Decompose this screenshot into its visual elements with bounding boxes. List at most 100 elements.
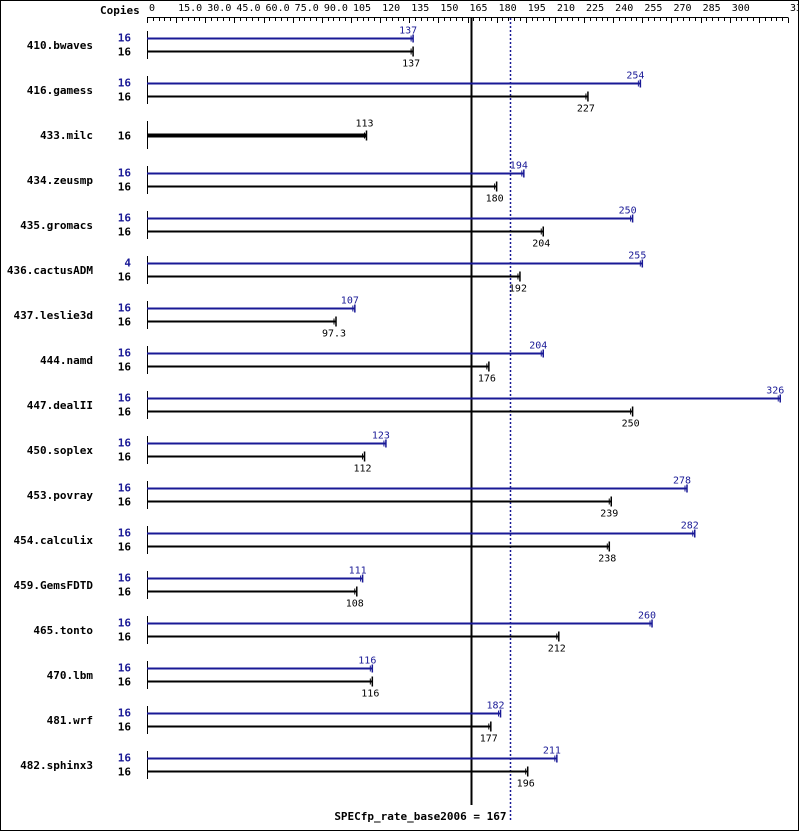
base-value-label: 192	[509, 284, 527, 295]
peak-value-label: 326	[766, 386, 784, 397]
base-value-label: 137	[402, 59, 420, 70]
x-tick-label: 210	[557, 3, 575, 14]
benchmark-label: 437.leslie3d	[14, 309, 93, 322]
benchmark-label: 434.zeusmp	[27, 174, 94, 187]
base-copies: 16	[118, 361, 132, 374]
x-tick-label: 120	[382, 3, 400, 14]
base-value-label: 97.3	[322, 329, 346, 340]
peak-copies: 16	[118, 617, 132, 630]
peak-copies: 16	[118, 392, 132, 405]
peak-value-label: 194	[510, 161, 528, 172]
peak-copies: 16	[118, 302, 132, 315]
x-tick-label: 150	[440, 3, 458, 14]
benchmark-label: 481.wrf	[47, 714, 93, 727]
benchmark-rows: 410.bwaves 16 137 16 137 416.gamess 16 254 16 227…	[7, 26, 784, 790]
benchmark-row: 447.dealII 16 326 16 250	[27, 386, 784, 430]
base-value-label: 108	[346, 599, 364, 610]
benchmark-row: 433.milc 16 113	[40, 119, 374, 149]
peak-value-label: 123	[372, 431, 390, 442]
benchmark-label: 453.povray	[27, 489, 94, 502]
peak-value-label: 211	[543, 746, 561, 757]
peak-copies: 16	[118, 527, 132, 540]
peak-value-label: 282	[681, 521, 699, 532]
peak-value-label: 107	[341, 296, 359, 307]
x-tick-label: 270	[673, 3, 691, 14]
benchmark-label: 435.gromacs	[20, 219, 93, 232]
peak-copies: 16	[118, 437, 132, 450]
benchmark-row: 481.wrf 16 182 16 177	[47, 701, 505, 745]
peak-copies: 16	[118, 707, 132, 720]
peak-value-label: 204	[529, 341, 547, 352]
base-value-label: 212	[548, 644, 566, 655]
benchmark-row: 410.bwaves 16 137 16 137	[27, 26, 420, 70]
benchmark-label: 416.gamess	[27, 84, 93, 97]
benchmark-row: 444.namd 16 204 16 176	[40, 341, 547, 385]
base-copies: 16	[118, 316, 132, 329]
benchmark-label: 447.dealII	[27, 399, 93, 412]
x-axis: 0 15.0 30.0 45.0 60.0 75.0 90.0 105 120 135 150 165…	[147, 3, 799, 23]
benchmark-row: 437.leslie3d 16 107 16 97.3	[14, 296, 359, 340]
benchmark-row: 482.sphinx3 16 211 16 196	[20, 746, 561, 790]
base-value-label: 227	[577, 104, 595, 115]
peak-value-label: 254	[626, 71, 644, 82]
x-tick-label: 285	[703, 3, 721, 14]
x-tick-label: 60.0	[266, 3, 290, 14]
x-tick-label: 45.0	[236, 3, 260, 14]
base-copies: 16	[118, 586, 132, 599]
base-copies: 16	[118, 406, 132, 419]
benchmark-label: 465.tonto	[33, 624, 93, 637]
base-value-label: 196	[517, 779, 535, 790]
base-value-label: 176	[478, 374, 496, 385]
base-value-label: 116	[361, 689, 379, 700]
base-reference-label: SPECfp_rate_base2006 = 167	[334, 810, 506, 823]
base-copies: 16	[118, 496, 132, 509]
base-copies: 16	[118, 766, 132, 779]
peak-copies: 16	[118, 347, 132, 360]
base-copies: 16	[118, 541, 132, 554]
peak-copies: 16	[118, 32, 132, 45]
benchmark-label: 444.namd	[40, 354, 93, 367]
peak-value-label: 278	[673, 476, 691, 487]
base-copies: 16	[118, 226, 132, 239]
base-copies: 16	[118, 676, 132, 689]
peak-value-label: 116	[358, 656, 376, 667]
base-value-label: 177	[480, 734, 498, 745]
peak-copies: 16	[118, 482, 132, 495]
peak-copies: 16	[118, 572, 132, 585]
base-value-label: 238	[598, 554, 616, 565]
benchmark-row: 465.tonto 16 260 16 212	[33, 611, 656, 655]
benchmark-row: 436.cactusADM 4 255 16 192	[7, 251, 646, 295]
x-tick-label: 300	[732, 3, 750, 14]
x-tick-label: 90.0	[324, 3, 348, 14]
benchmark-row: 459.GemsFDTD 16 111 16 108	[14, 566, 367, 610]
base-copies: 16	[118, 91, 132, 104]
peak-value-label: 255	[628, 251, 646, 262]
peak-value-label: 260	[638, 611, 656, 622]
base-copies: 16	[118, 721, 132, 734]
benchmark-label: 450.soplex	[27, 444, 94, 457]
base-value-label: 112	[354, 464, 372, 475]
x-tick-label: 195	[528, 3, 546, 14]
x-tick-label: 255	[644, 3, 662, 14]
base-value-label: 204	[532, 239, 550, 250]
peak-value-label: 111	[349, 566, 367, 577]
x-tick-label: 75.0	[295, 3, 319, 14]
peak-copies: 16	[118, 77, 132, 90]
benchmark-row: 450.soplex 16 123 16 112	[27, 431, 390, 475]
peak-value-label: 182	[486, 701, 504, 712]
peak-value-label: 250	[619, 206, 637, 217]
x-tick-label: 330	[790, 3, 799, 14]
x-tick-label: 165	[470, 3, 488, 14]
peak-value-label: 137	[399, 26, 417, 37]
x-tick-label: 105	[353, 3, 371, 14]
base-copies: 16	[118, 451, 132, 464]
benchmark-label: 470.lbm	[47, 669, 94, 682]
benchmark-row: 435.gromacs 16 250 16 204	[20, 206, 636, 250]
benchmark-row: 470.lbm 16 116 16 116	[47, 656, 380, 700]
benchmark-row: 416.gamess 16 254 16 227	[27, 71, 645, 115]
x-tick-label: 0	[149, 3, 155, 14]
x-tick-label: 15.0	[178, 3, 202, 14]
peak-copies: 4	[124, 257, 131, 270]
